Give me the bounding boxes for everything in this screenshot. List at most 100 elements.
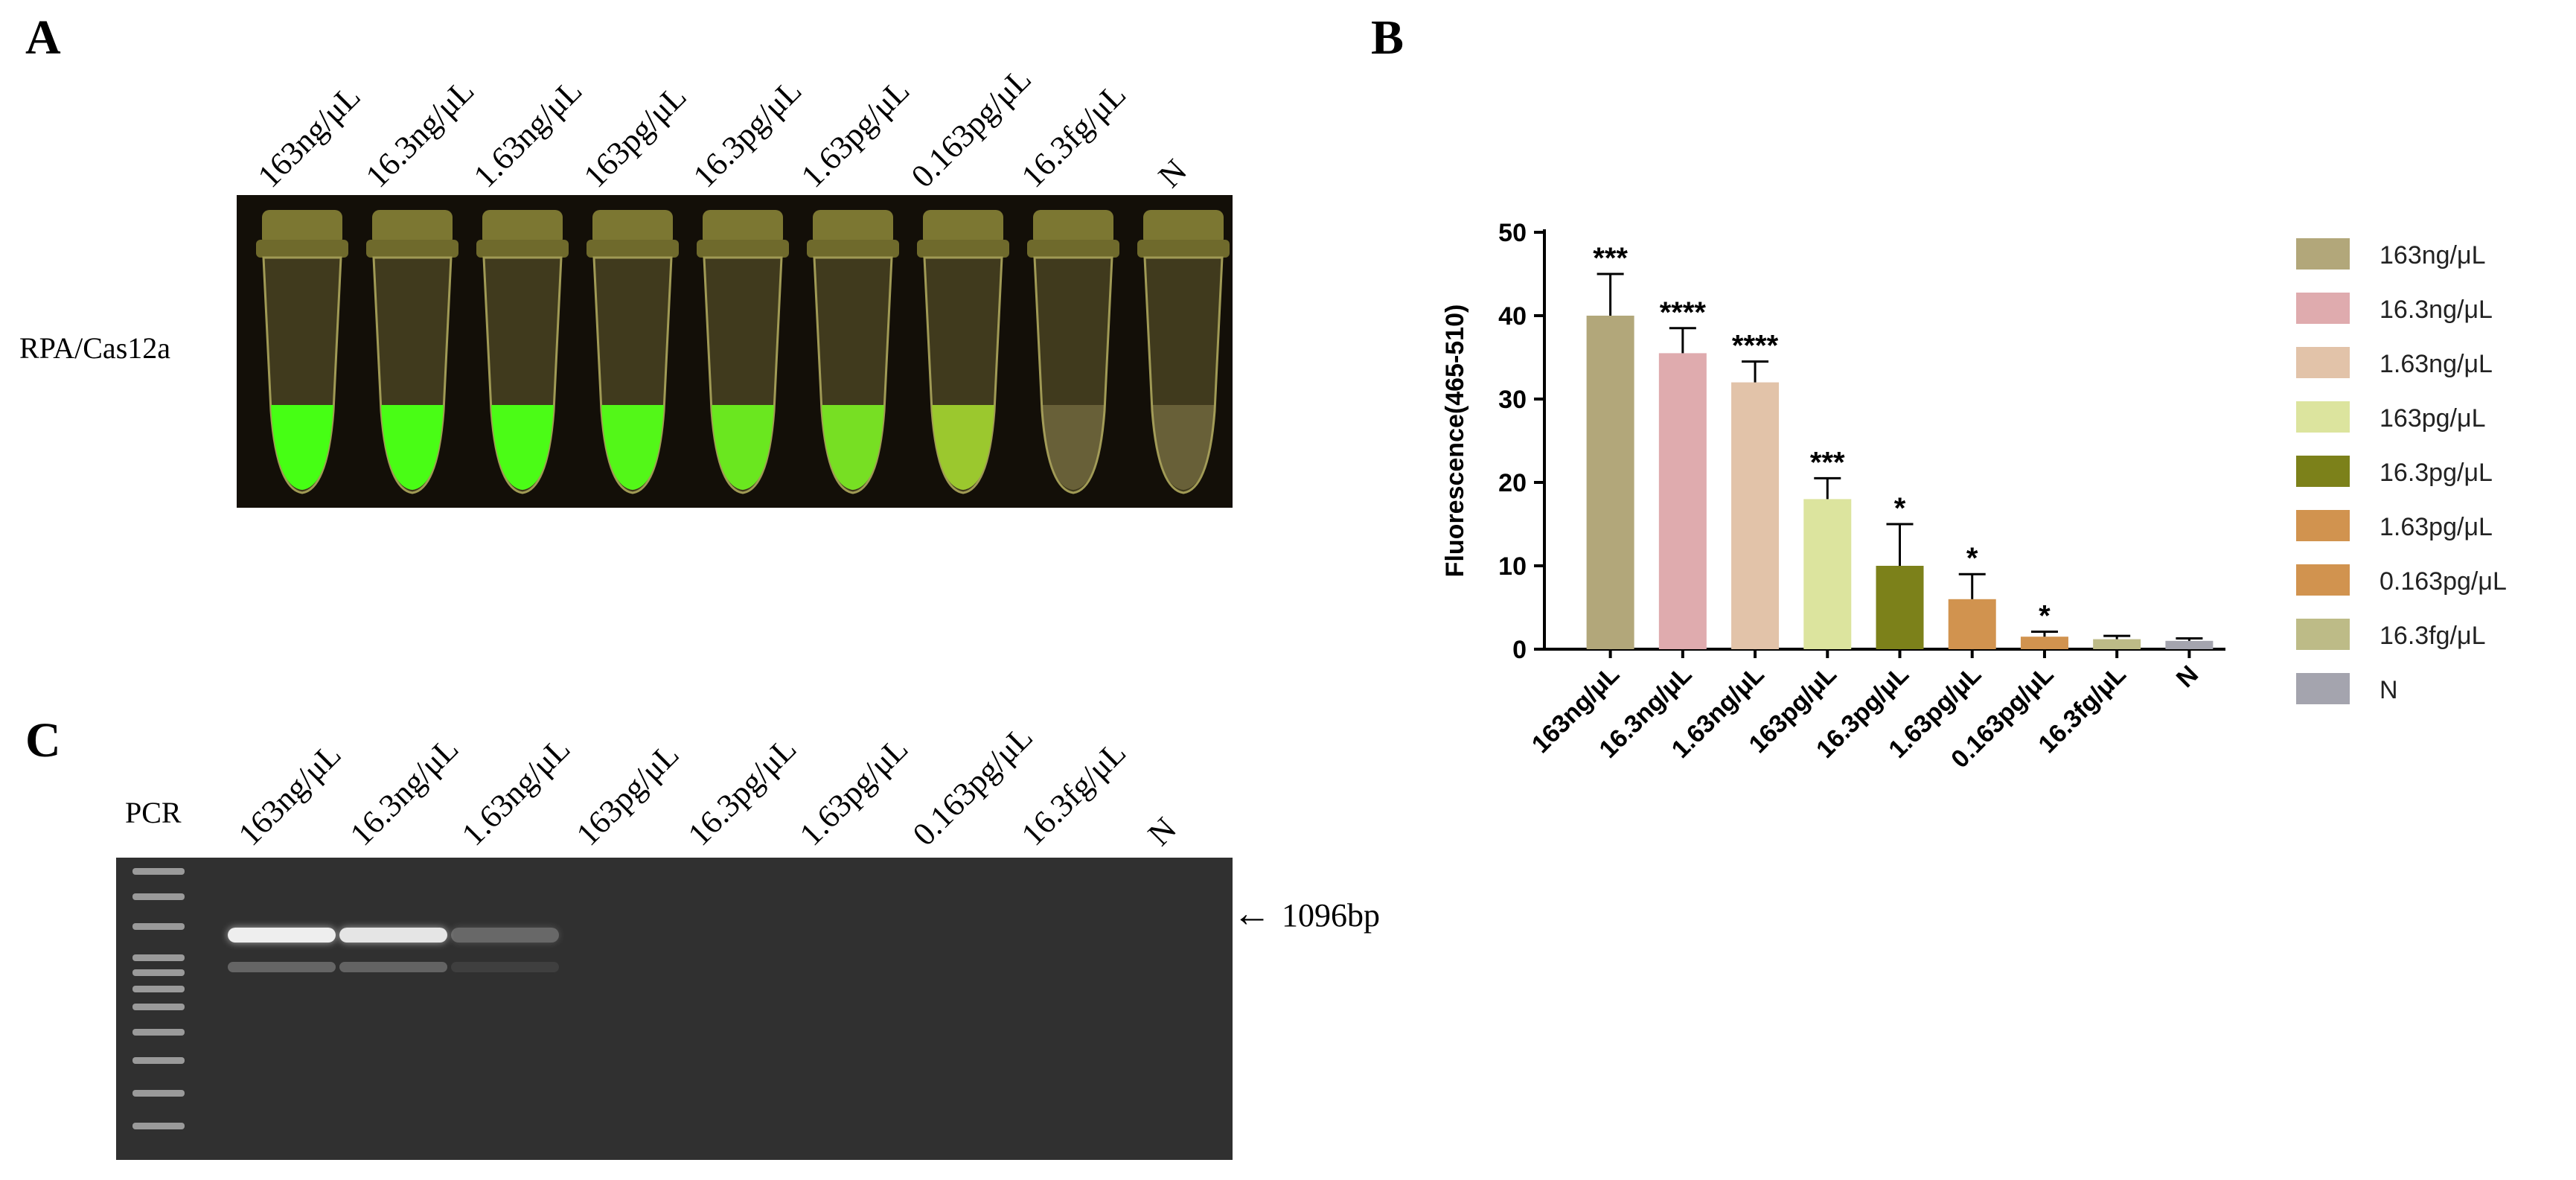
y-axis-title: Fluorescence(465-510) xyxy=(1441,304,1469,578)
tube-lane-label: 16.3ng/μL xyxy=(358,71,482,195)
tube-rim xyxy=(807,240,899,258)
ladder-band xyxy=(132,1123,185,1129)
y-tick-label: 10 xyxy=(1498,552,1527,581)
tube-liquid xyxy=(271,405,333,490)
sample-tube xyxy=(697,210,789,494)
tube-cap xyxy=(592,210,673,246)
significance-stars: *** xyxy=(1593,242,1628,275)
sample-tube xyxy=(1137,210,1230,494)
tube-lane-label: 163pg/μL xyxy=(576,77,694,195)
gel-lane-label: 16.3fg/μL xyxy=(1014,734,1134,853)
tube-lane-label: 1.63pg/μL xyxy=(793,71,917,195)
secondary-band xyxy=(228,962,336,972)
legend-swatch xyxy=(2296,564,2350,596)
gel-lane-label: 163ng/μL xyxy=(231,736,348,853)
legend-label: 1.63ng/μL xyxy=(2380,350,2493,378)
ladder-band xyxy=(132,868,185,875)
significance-stars: *** xyxy=(1810,446,1845,479)
y-tick-label: 40 xyxy=(1498,302,1527,331)
pcr-product-band xyxy=(451,928,559,943)
fluorescence-bar-chart: 0 10 20 30 40 50 Fluorescence(465-510) *** 163ng… xyxy=(1441,219,2507,774)
bar xyxy=(1803,499,1852,649)
legend-label: 1.63pg/μL xyxy=(2380,513,2493,541)
legend-swatch xyxy=(2296,238,2350,270)
gel-lane-label: 163pg/μL xyxy=(569,736,686,853)
legend-swatch xyxy=(2296,347,2350,378)
legend-swatch xyxy=(2296,456,2350,487)
gel-lane-label: 1.63pg/μL xyxy=(792,730,915,853)
tube-cap xyxy=(372,210,453,246)
significance-stars: **** xyxy=(1732,330,1779,363)
tube-rim xyxy=(917,240,1009,258)
legend-swatch xyxy=(2296,293,2350,324)
tube-rim xyxy=(366,240,458,258)
bar xyxy=(2165,640,2214,649)
tube-cap xyxy=(1143,210,1224,246)
tube-cap xyxy=(813,210,893,246)
sample-tube xyxy=(366,210,458,494)
y-tick-label: 20 xyxy=(1498,469,1527,497)
legend-label: 0.163pg/μL xyxy=(2380,567,2507,596)
ladder-band xyxy=(132,1057,185,1064)
sample-tube xyxy=(807,210,899,494)
legend-swatch xyxy=(2296,619,2350,650)
ladder-band xyxy=(132,969,185,976)
secondary-band xyxy=(339,962,447,972)
tube-liquid xyxy=(381,405,444,490)
tube-lane-label: 0.163pg/μL xyxy=(904,60,1038,195)
tube-cap xyxy=(1033,210,1113,246)
tube-cap xyxy=(262,210,342,246)
y-tick-label: 0 xyxy=(1512,636,1527,664)
tube-liquid xyxy=(1152,405,1215,490)
bar xyxy=(1876,566,1924,649)
legend-label: 163ng/μL xyxy=(2380,241,2486,270)
band-size-label: 1096bp xyxy=(1282,897,1380,934)
band-arrow-icon: ← xyxy=(1233,893,1271,935)
ladder-band xyxy=(132,923,185,930)
tube-lane-label: 16.3fg/μL xyxy=(1014,76,1134,195)
tube-rim xyxy=(1027,240,1119,258)
tube-cap xyxy=(923,210,1003,246)
legend-label: 16.3fg/μL xyxy=(2380,622,2485,650)
tube-liquid xyxy=(712,405,774,490)
sample-tube xyxy=(476,210,569,494)
gel-lane-label: 16.3ng/μL xyxy=(342,730,466,853)
legend-label: N xyxy=(2380,676,2398,704)
pcr-product-band xyxy=(228,928,336,943)
tube-liquid xyxy=(1042,405,1105,490)
secondary-band xyxy=(451,962,559,972)
pcr-product-band xyxy=(339,928,447,943)
y-tick-label: 30 xyxy=(1498,386,1527,414)
panel-c-letter: C xyxy=(25,713,61,768)
bar xyxy=(1731,382,1780,649)
agarose-gel-image xyxy=(116,858,1233,1160)
tube-liquid xyxy=(491,405,554,490)
tube-cap xyxy=(703,210,783,246)
legend-label: 16.3ng/μL xyxy=(2380,296,2493,324)
sample-tube xyxy=(256,210,348,494)
y-tick-label: 50 xyxy=(1498,219,1527,247)
tube-lane-label: N xyxy=(1151,152,1194,195)
ladder-band xyxy=(132,1090,185,1097)
legend-swatch xyxy=(2296,510,2350,541)
significance-stars: * xyxy=(1966,542,1978,575)
sample-tube xyxy=(1027,210,1119,494)
gel-lane-label: 16.3pg/μL xyxy=(680,730,804,853)
tube-rim xyxy=(697,240,789,258)
sample-tube xyxy=(917,210,1009,494)
bar xyxy=(1948,599,1996,649)
rpa-cas12a-label: RPA/Cas12a xyxy=(19,331,171,365)
tube-liquid xyxy=(601,405,664,490)
bar xyxy=(2020,637,2068,649)
sample-tube xyxy=(587,210,679,494)
pcr-label: PCR xyxy=(125,796,182,829)
legend-label: 16.3pg/μL xyxy=(2380,459,2493,487)
tube-body xyxy=(1033,256,1113,494)
ladder-band xyxy=(132,954,185,961)
ladder-band xyxy=(132,1004,185,1010)
tube-liquid xyxy=(932,405,994,490)
tube-rim xyxy=(476,240,569,258)
tube-liquid xyxy=(822,405,884,490)
ladder-band xyxy=(132,893,185,900)
ladder-band xyxy=(132,1029,185,1036)
